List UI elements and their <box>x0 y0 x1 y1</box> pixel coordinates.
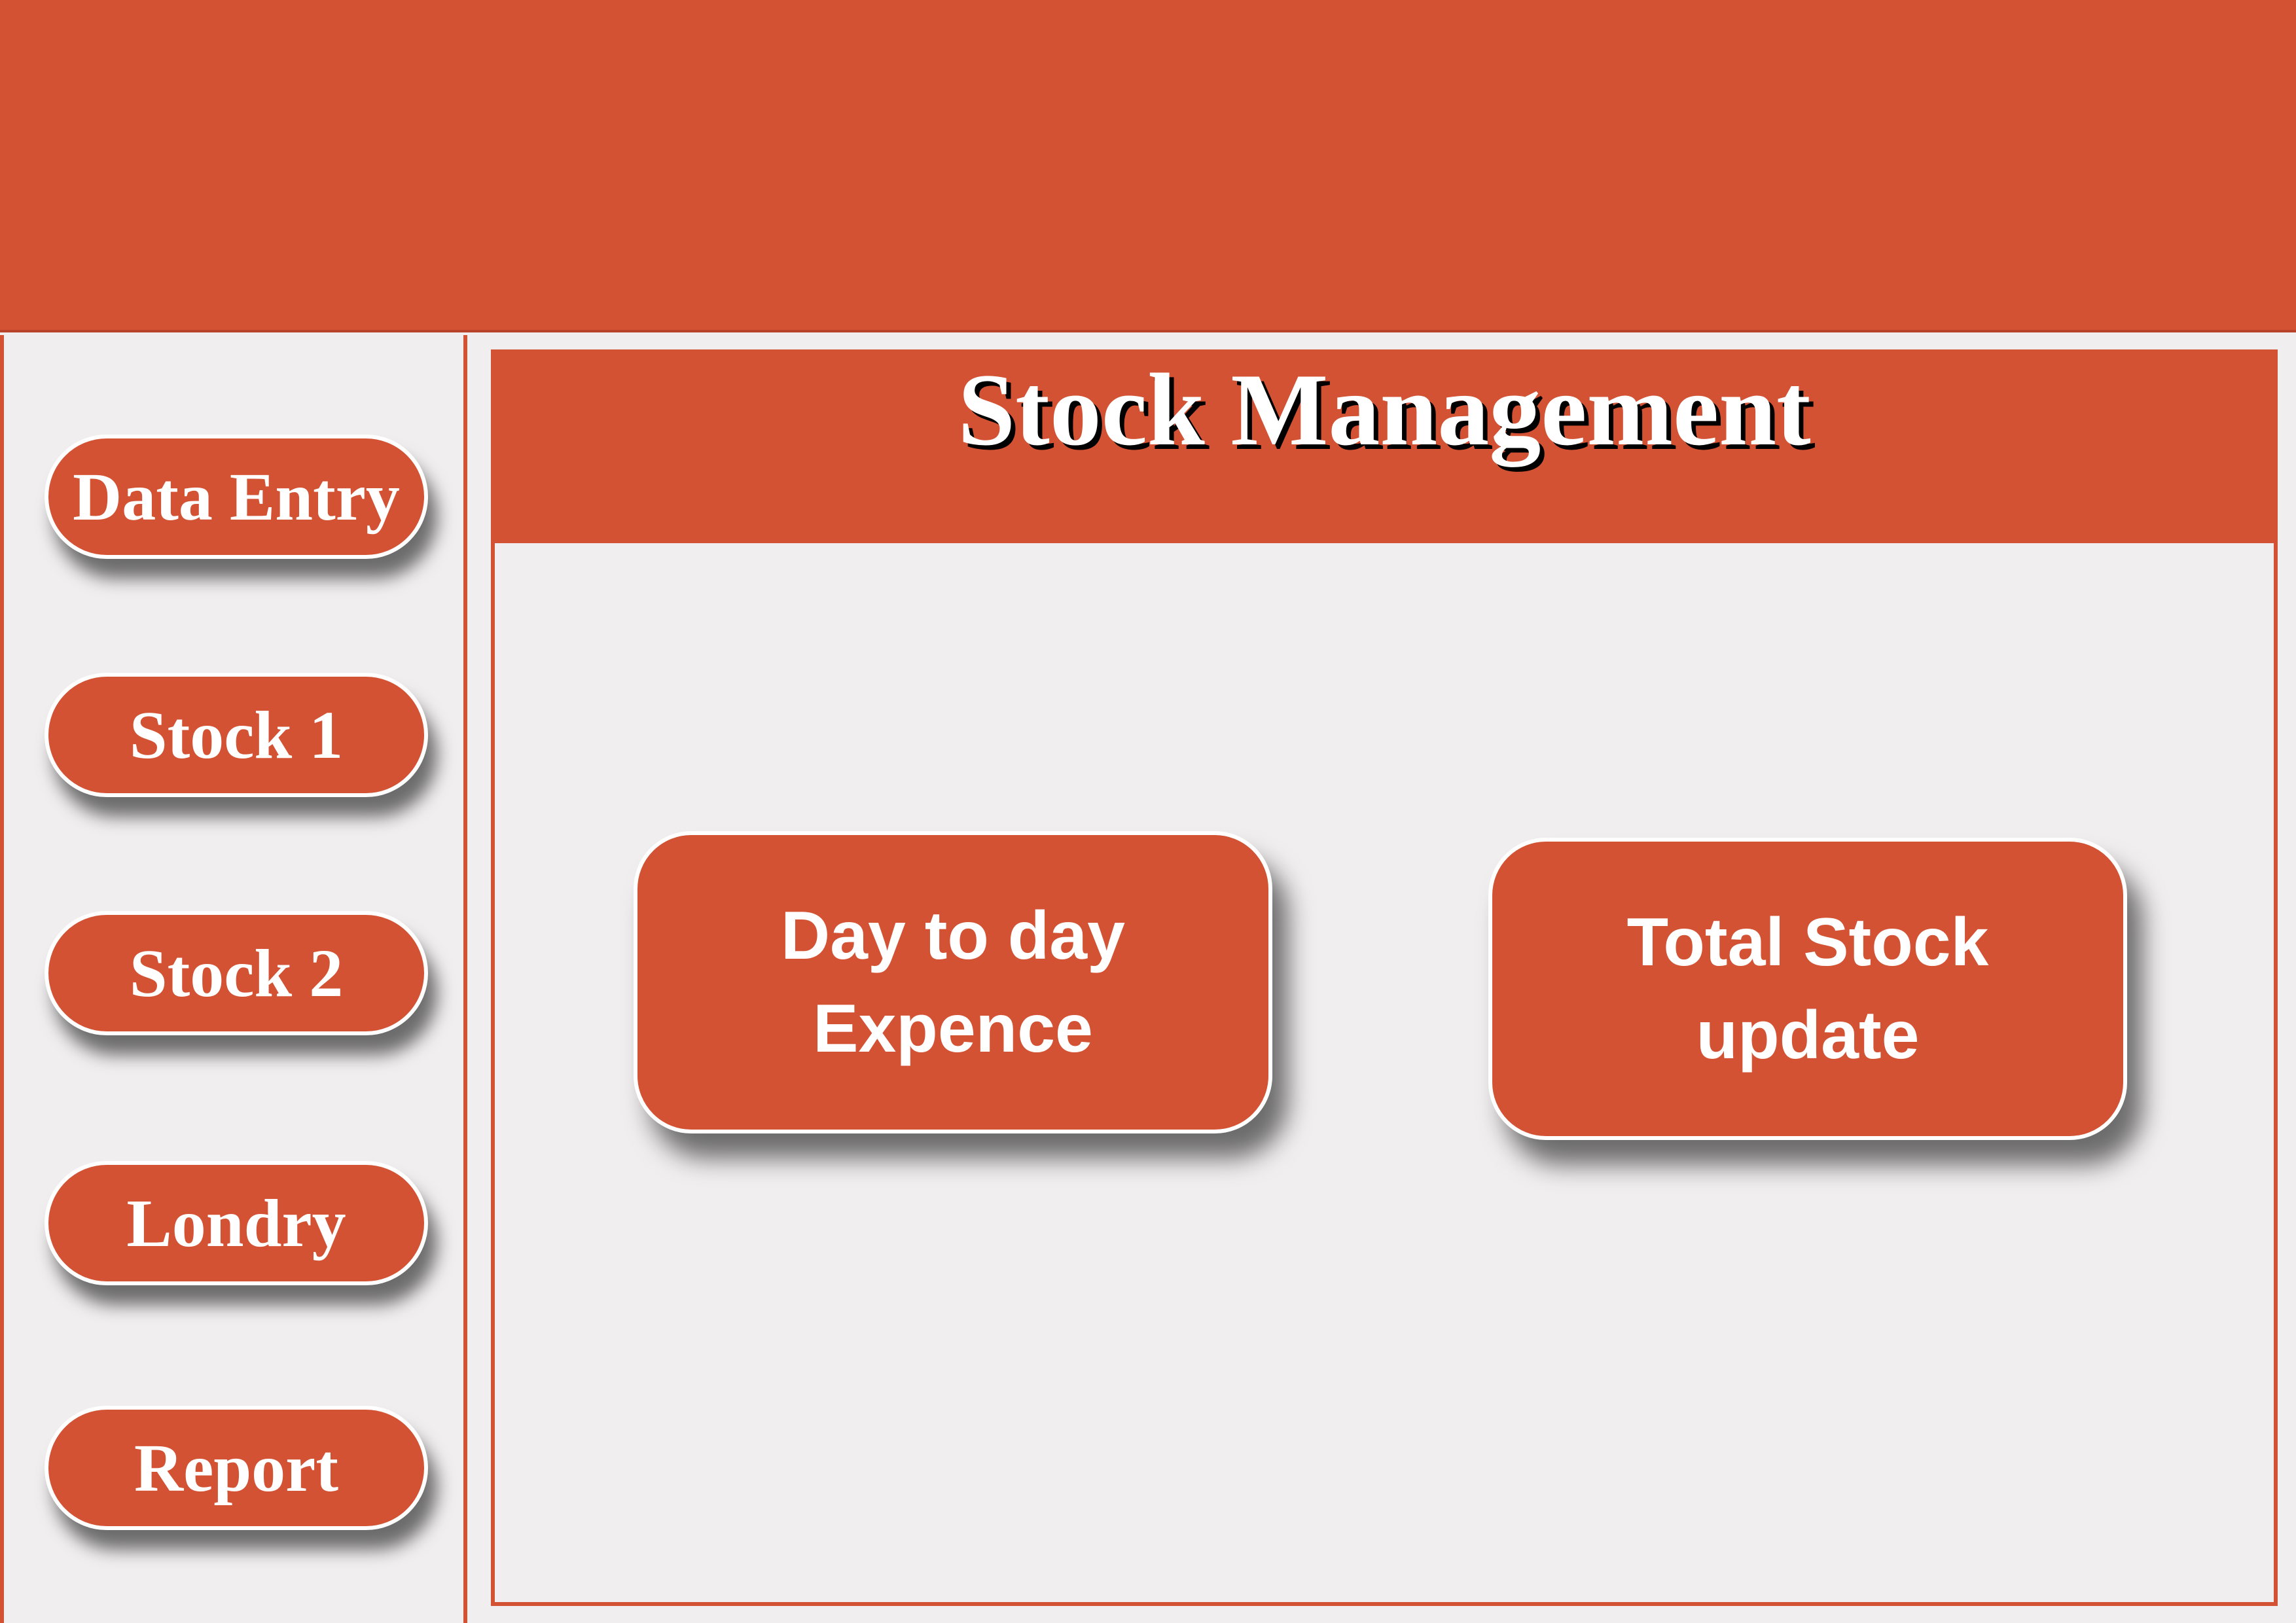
londry-button[interactable]: Londry <box>45 1161 428 1285</box>
total-stock-update-label: Total Stock update <box>1627 896 1989 1082</box>
day-to-day-expence-line-2: Expence <box>813 991 1093 1067</box>
total-stock-update-button[interactable]: Total Stock update <box>1488 838 2127 1140</box>
stock-2-button[interactable]: Stock 2 <box>45 911 428 1035</box>
total-stock-update-line-2: update <box>1696 997 1920 1073</box>
sidebar: Data Entry Stock 1 Stock 2 Londry Report <box>0 335 467 1623</box>
day-to-day-expence-label: Day to day Expence <box>781 889 1125 1075</box>
day-to-day-expence-button[interactable]: Day to day Expence <box>634 831 1272 1133</box>
data-entry-button[interactable]: Data Entry <box>45 435 428 559</box>
main-panel: Stock Management Day to day Expence Tota… <box>491 349 2278 1606</box>
report-button[interactable]: Report <box>45 1406 428 1530</box>
title-bar: Stock Management <box>495 353 2274 543</box>
stock-1-button[interactable]: Stock 1 <box>45 673 428 797</box>
day-to-day-expence-line-1: Day to day <box>781 898 1125 974</box>
top-banner <box>0 0 2296 332</box>
total-stock-update-line-1: Total Stock <box>1626 904 1989 980</box>
page-title: Stock Management <box>958 353 1811 468</box>
